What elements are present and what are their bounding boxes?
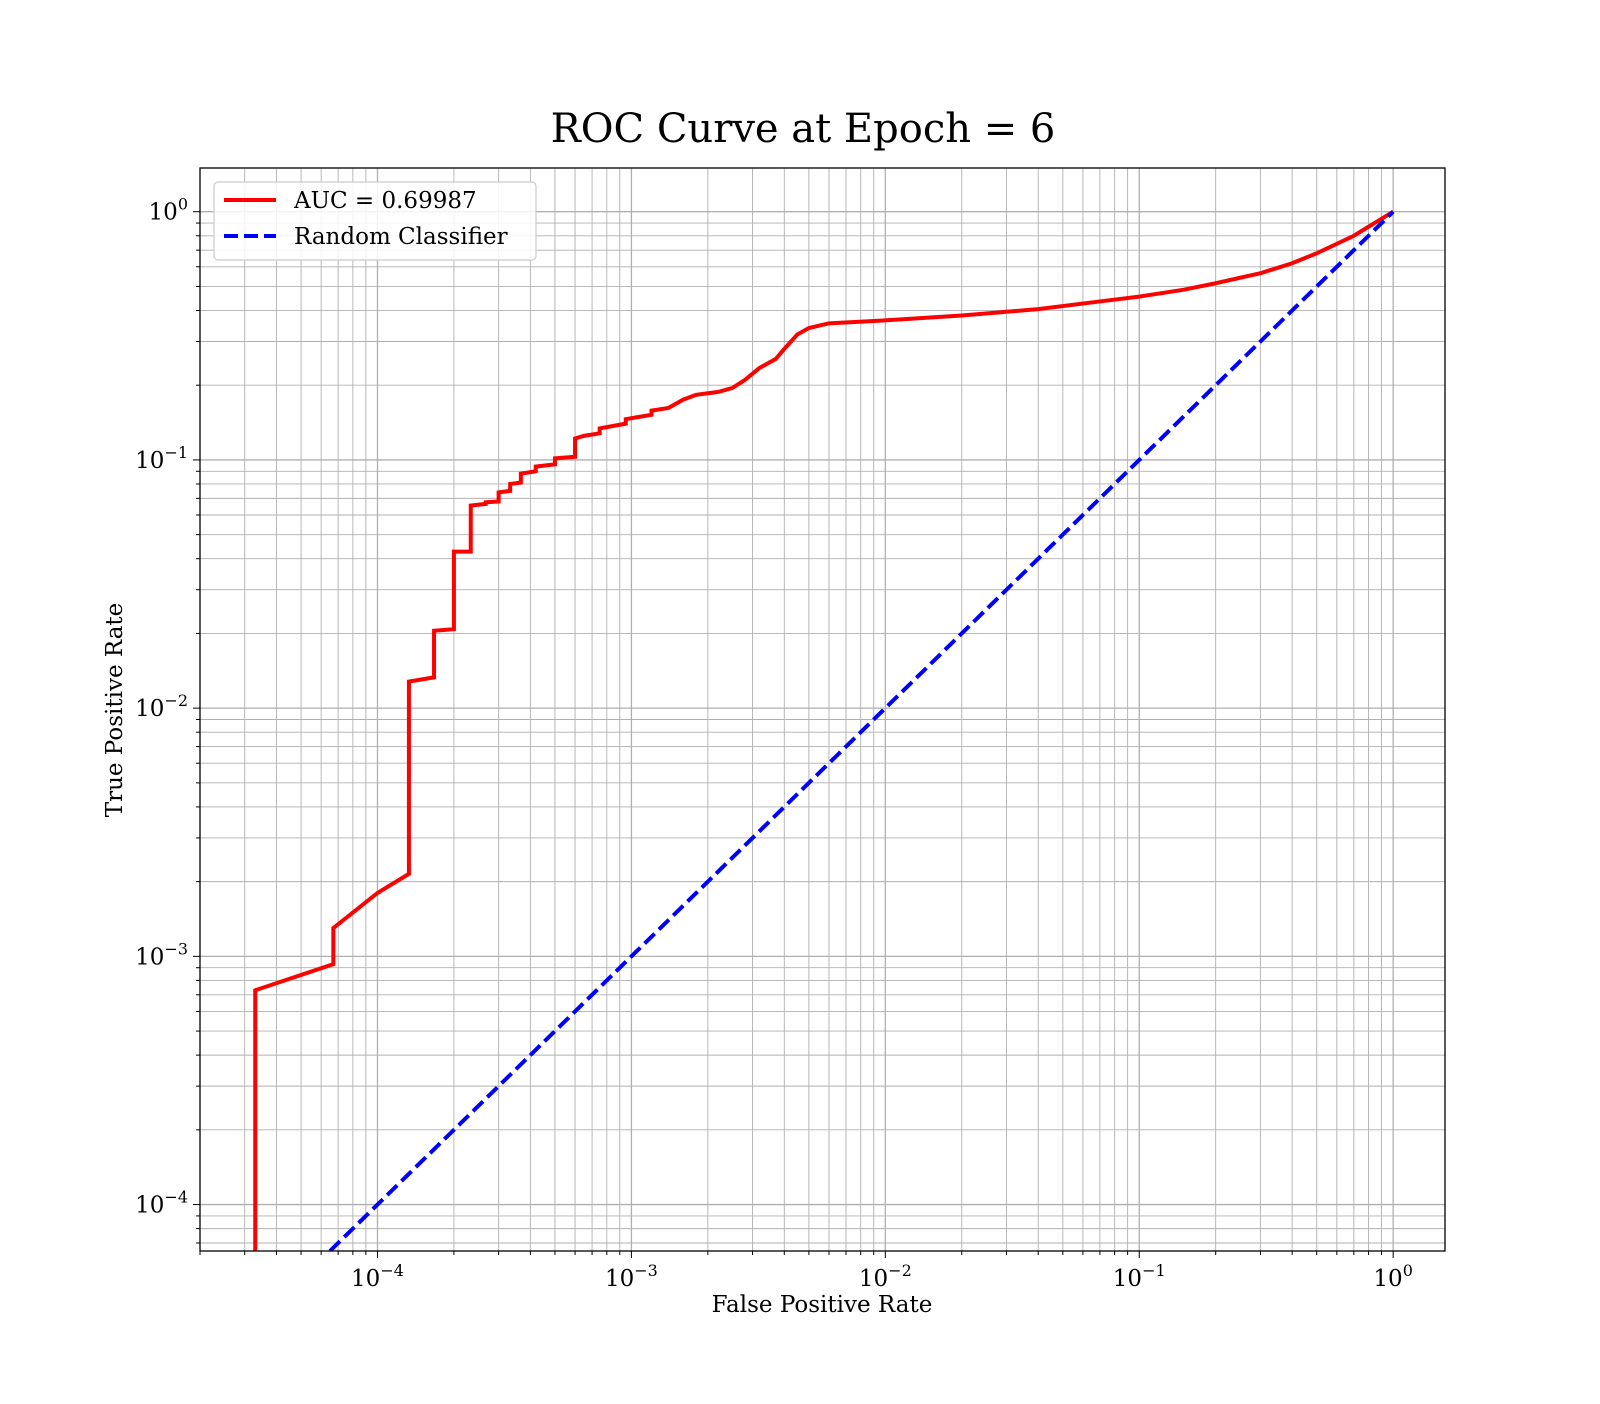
chart-title: ROC Curve at Epoch = 6 [551, 106, 1056, 152]
x-tick-label: 10−3 [605, 1261, 658, 1292]
axis-ticks [193, 211, 1394, 1258]
plot-frame [199, 167, 1446, 1252]
x-tick-label: 100 [1373, 1261, 1412, 1292]
series-layer [253, 210, 1395, 1251]
y-tick-label: 10−1 [135, 443, 188, 474]
legend-label-1: Random Classifier [294, 224, 508, 250]
legend-box [213, 181, 537, 261]
y-tick-label: 10−4 [135, 1188, 188, 1219]
y-tick-label: 10−2 [135, 691, 188, 722]
series-line-0 [253, 210, 1395, 1251]
series-line-1 [328, 210, 1395, 1251]
legend: AUC = 0.69987 Random Classifier [213, 181, 537, 261]
x-axis-label: False Positive Rate [712, 1292, 933, 1318]
x-tick-label: 10−4 [351, 1261, 404, 1292]
legend-label-0: AUC = 0.69987 [293, 188, 477, 214]
minor-gridlines [199, 168, 1445, 1251]
y-axis-label: True Positive Rate [102, 603, 128, 818]
tick-labels: 10−4 10−3 10−2 10−1 100 10−4 10−3 10−2 10−1 100 [135, 195, 1413, 1292]
x-tick-label: 10−1 [1113, 1261, 1166, 1292]
y-tick-label: 10−3 [135, 939, 188, 970]
y-tick-label: 100 [149, 195, 188, 226]
x-tick-label: 10−2 [859, 1261, 912, 1292]
major-gridlines [200, 168, 1445, 1251]
